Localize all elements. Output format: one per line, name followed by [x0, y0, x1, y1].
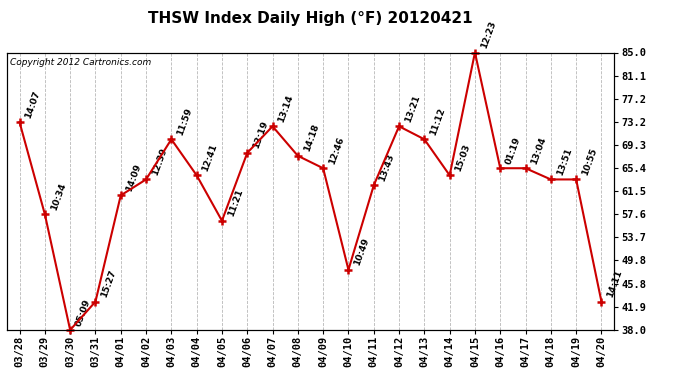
Text: Copyright 2012 Cartronics.com: Copyright 2012 Cartronics.com — [10, 58, 151, 67]
Text: 14:07: 14:07 — [23, 89, 42, 119]
Text: 10:55: 10:55 — [580, 147, 598, 177]
Text: 10:49: 10:49 — [353, 237, 371, 267]
Text: 14:09: 14:09 — [125, 162, 144, 193]
Text: 13:51: 13:51 — [555, 147, 573, 177]
Text: 11:21: 11:21 — [226, 188, 244, 218]
Text: 11:12: 11:12 — [428, 106, 446, 136]
Text: 13:21: 13:21 — [403, 93, 422, 123]
Text: 12:39: 12:39 — [150, 147, 168, 177]
Text: 11:59: 11:59 — [175, 106, 194, 136]
Text: 12:23: 12:23 — [479, 20, 497, 50]
Text: 12:41: 12:41 — [201, 142, 219, 172]
Text: 01:19: 01:19 — [504, 135, 522, 165]
Text: 10:34: 10:34 — [49, 182, 67, 212]
Text: 12:46: 12:46 — [327, 135, 346, 165]
Text: 14:11: 14:11 — [606, 269, 624, 299]
Text: 15:27: 15:27 — [99, 269, 118, 299]
Text: 13:43: 13:43 — [378, 153, 396, 183]
Text: 13:19: 13:19 — [251, 120, 270, 150]
Text: 15:03: 15:03 — [454, 142, 472, 172]
Text: 13:04: 13:04 — [530, 135, 548, 165]
Text: 05:09: 05:09 — [75, 297, 92, 327]
Text: THSW Index Daily High (°F) 20120421: THSW Index Daily High (°F) 20120421 — [148, 11, 473, 26]
Text: 13:14: 13:14 — [277, 93, 295, 123]
Text: 14:18: 14:18 — [302, 123, 320, 153]
